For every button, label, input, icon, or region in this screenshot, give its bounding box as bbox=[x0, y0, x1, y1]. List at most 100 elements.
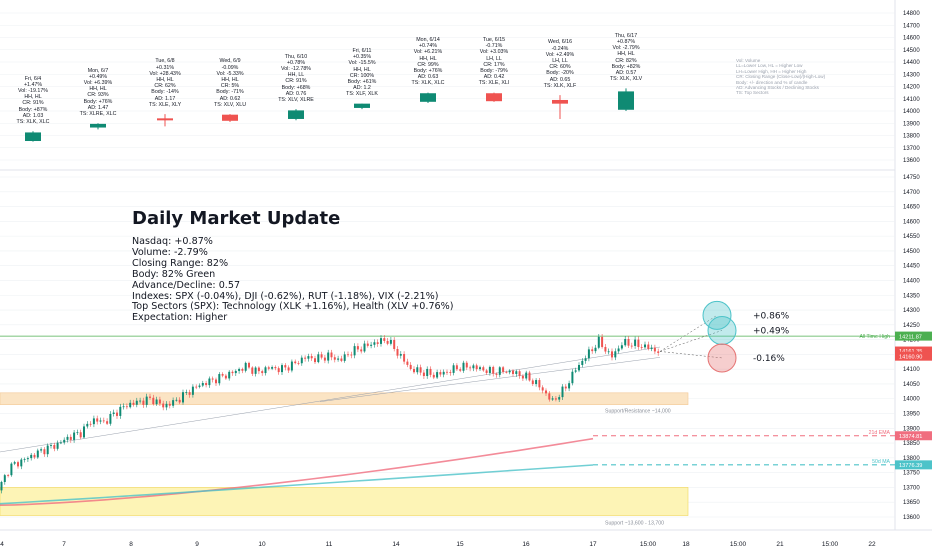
intraday-candle-body bbox=[479, 367, 481, 370]
daily-candle-body bbox=[552, 99, 568, 104]
day-stats-line: Vol: +6.39% bbox=[83, 80, 113, 87]
day-stats-line: Body: +87% bbox=[18, 106, 48, 113]
intraday-candle-body bbox=[304, 357, 307, 359]
intraday-candle-body bbox=[168, 403, 171, 406]
x-tick-label: 18 bbox=[682, 541, 690, 548]
intraday-candle-body bbox=[53, 445, 56, 449]
intraday-candle-body bbox=[145, 396, 148, 405]
intraday-candle-body bbox=[498, 367, 501, 375]
intraday-candle-body bbox=[320, 354, 323, 358]
day-stats-line: HH, HL bbox=[419, 55, 437, 62]
day-stats-line: TS: XLE, XLY bbox=[148, 101, 182, 108]
market-update-overlay: Daily Market Update Nasdaq: +0.87% Volum… bbox=[132, 208, 454, 324]
day-stats-line: Vol: -15.5% bbox=[348, 60, 376, 67]
day-stats-line: CR: 91% bbox=[22, 100, 44, 107]
intraday-candle-body bbox=[360, 349, 363, 352]
day-stats-line: CR: 5% bbox=[220, 83, 240, 90]
day-stats-line: Tue, 6/8 bbox=[155, 58, 175, 65]
day-stats-line: AD: 0.62 bbox=[219, 95, 241, 102]
intraday-candle-body bbox=[617, 348, 620, 352]
day-stats-line: TS: XLK, XLC bbox=[16, 119, 50, 126]
intraday-candle-body bbox=[449, 372, 452, 373]
day-stats-line: HH, HL bbox=[156, 77, 174, 84]
intraday-candle-body bbox=[495, 373, 498, 375]
intraday-candle-body bbox=[363, 343, 366, 352]
daily-y-tick-label: 14800 bbox=[903, 11, 920, 17]
intraday-y-tick-label: 13900 bbox=[903, 426, 920, 432]
intraday-candle-body bbox=[535, 380, 538, 385]
legend-line: CR: Closing Range (Close-Low)/(High-Low) bbox=[736, 74, 826, 80]
intraday-candle-body bbox=[591, 349, 594, 352]
x-tick-label: 17 bbox=[589, 541, 597, 548]
intraday-candle-body bbox=[165, 403, 168, 408]
projection-path bbox=[659, 330, 723, 352]
intraday-candle-body bbox=[574, 370, 577, 372]
x-tick-label: 4 bbox=[0, 541, 4, 548]
day-stats-line: HH, HL bbox=[353, 66, 371, 73]
intraday-candle-body bbox=[238, 368, 241, 371]
intraday-candle-body bbox=[66, 436, 69, 440]
day-stats-line: CR: 82% bbox=[615, 57, 637, 64]
intraday-candle-body bbox=[231, 371, 234, 374]
intraday-y-tick-label: 13950 bbox=[903, 412, 920, 418]
price-tag bbox=[895, 460, 932, 470]
intraday-candle-body bbox=[611, 351, 613, 358]
day-stats-line: TS: XLV, XLU bbox=[213, 101, 247, 108]
day-stats-line: Body: +61% bbox=[347, 79, 377, 86]
intraday-candle-body bbox=[7, 475, 10, 476]
intraday-candle-body bbox=[92, 418, 95, 425]
intraday-candle-body bbox=[274, 367, 277, 369]
intraday-candle-body bbox=[561, 386, 564, 398]
day-stats-line: CR: 99% bbox=[417, 61, 439, 68]
intraday-candle-body bbox=[568, 383, 571, 389]
intraday-candle-body bbox=[208, 378, 211, 386]
day-stats-line: Body: -14% bbox=[151, 89, 179, 96]
intraday-y-tick-label: 13850 bbox=[903, 441, 920, 447]
intraday-candle-body bbox=[409, 364, 412, 369]
intraday-candle-body bbox=[442, 371, 445, 375]
intraday-candle-body bbox=[251, 367, 254, 374]
daily-candle-body bbox=[288, 110, 304, 119]
intraday-candle-body bbox=[191, 386, 194, 395]
day-stats-line: CR: 17% bbox=[483, 61, 505, 68]
day-stats-line: Wed, 6/9 bbox=[219, 58, 241, 65]
day-stats-line: Vol: +28.43% bbox=[149, 70, 181, 77]
price-tag-label: 13874.81 bbox=[899, 434, 922, 440]
intraday-candle-body bbox=[508, 370, 511, 373]
intraday-y-tick-label: 13650 bbox=[903, 500, 920, 506]
intraday-candle-body bbox=[43, 449, 46, 455]
intraday-candle-body bbox=[201, 383, 204, 386]
intraday-candle-body bbox=[475, 365, 478, 370]
x-tick-label: 15:00 bbox=[640, 541, 657, 548]
intraday-candle-body bbox=[254, 367, 257, 374]
day-stats-line: TS: XLK, XLC bbox=[411, 80, 445, 87]
overlay-line: Advance/Decline: 0.57 bbox=[132, 279, 241, 291]
intraday-candle-body bbox=[343, 354, 346, 361]
intraday-candle-body bbox=[102, 420, 105, 422]
intraday-candle-body bbox=[419, 367, 422, 373]
day-stats-line: Thu, 6/10 bbox=[284, 53, 308, 60]
price-tag bbox=[895, 331, 932, 341]
day-stats-line: Vol: +6.21% bbox=[413, 49, 443, 56]
intraday-candle-body bbox=[528, 372, 531, 381]
intraday-candle-body bbox=[541, 387, 544, 391]
day-stats-line: LH, LL bbox=[486, 55, 502, 62]
intraday-candle-body bbox=[525, 372, 528, 379]
day-stats-line: HH, HL bbox=[617, 51, 635, 58]
day-stats-card: Thu, 6/10 +0.78% Vol: -12.78% HH, LL CR: 91%… bbox=[261, 54, 331, 104]
intraday-candle-body bbox=[86, 423, 89, 427]
intraday-candle-body bbox=[323, 357, 326, 361]
x-tick-label: 15:00 bbox=[822, 541, 839, 548]
intraday-candle-body bbox=[10, 463, 13, 476]
day-stats-line: AD: 0.63 bbox=[417, 74, 439, 81]
legend-line: TS: Top Sectors bbox=[736, 90, 769, 96]
intraday-candle-body bbox=[581, 360, 584, 365]
intraday-candle-body bbox=[644, 344, 646, 348]
intraday-candle-body bbox=[416, 367, 419, 373]
intraday-candle-body bbox=[432, 374, 435, 378]
day-stats-line: TS: XLE, XLI bbox=[478, 80, 510, 87]
intraday-candle-body bbox=[139, 400, 142, 402]
intraday-candle-body bbox=[264, 367, 267, 374]
intraday-candle-body bbox=[300, 357, 303, 364]
